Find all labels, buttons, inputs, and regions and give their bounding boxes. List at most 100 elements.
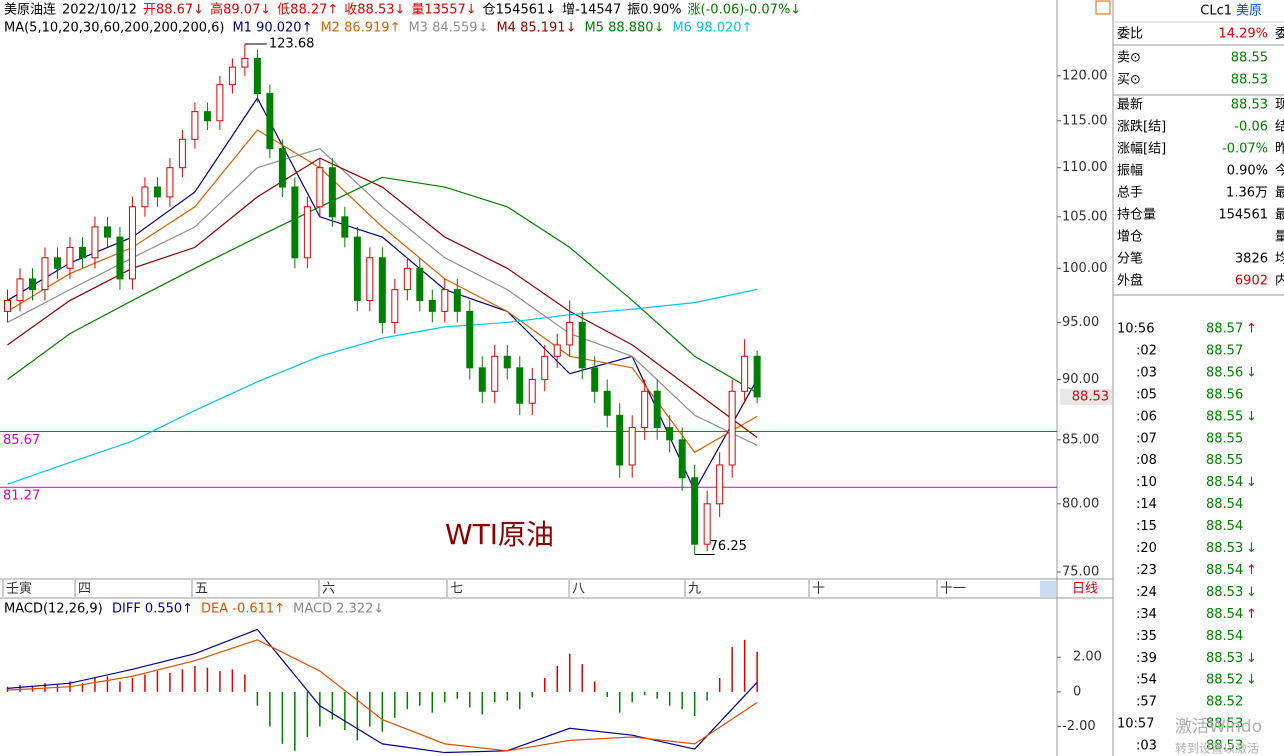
candle-body [66, 246, 74, 269]
candle-body [141, 186, 149, 208]
quote-label: 涨幅[结] [1117, 142, 1166, 157]
period-label[interactable]: 日线 [1072, 582, 1098, 597]
candle-body [528, 378, 536, 404]
header-item: 振0.90% [627, 3, 681, 18]
x-tick-label: 六 [322, 582, 335, 597]
candle-body [691, 477, 699, 545]
scroll-button[interactable] [1040, 581, 1056, 597]
tick-time: :03 [1136, 365, 1157, 380]
candle-body [116, 236, 124, 280]
tick-price: 88.55 [1206, 431, 1243, 446]
quote-value: -0.07% [1222, 142, 1268, 157]
candle-body [303, 206, 311, 259]
candle-body [753, 355, 761, 398]
candle-body [516, 367, 524, 404]
x-tick-label: 九 [688, 582, 701, 597]
tick-price: 88.53 [1206, 739, 1243, 754]
tick-time: :10 [1136, 475, 1157, 490]
tick-arrow: ↓ [1246, 409, 1257, 424]
tick-time: :02 [1136, 343, 1157, 358]
tick-arrow: ↓ [1246, 541, 1257, 556]
low-label: 76.25 [710, 539, 747, 554]
candle-body [328, 167, 336, 218]
tick-time: :35 [1136, 629, 1157, 644]
header-item: 涨(-0.06)-0.07%↓ [688, 3, 802, 18]
quote-label: 涨跌[结] [1117, 119, 1166, 135]
candle-body [478, 367, 486, 392]
tick-arrow: ↑ [1246, 563, 1257, 578]
macd-title: MACD(12,26,9) [4, 602, 103, 617]
y-tick-label: 80.00 [1062, 496, 1099, 511]
macd-line [7, 628, 758, 754]
ma-title: MA(5,10,20,30,60,200,200,200,6) [4, 21, 224, 36]
chart-annotation: WTI原油 [445, 518, 554, 551]
candle-body [153, 186, 161, 198]
menu-icon[interactable] [1095, 0, 1111, 15]
tick-arrow: ↑ [1246, 322, 1257, 337]
y-tick-label: 95.00 [1062, 315, 1099, 330]
header-item: 量13557↓ [411, 3, 476, 18]
high-label: 123.68 [269, 36, 315, 51]
candle-body [353, 236, 361, 301]
reference-label: 81.27 [3, 489, 40, 504]
watermark: 转到设置以激活 [1175, 741, 1259, 756]
y-tick-label: 85.00 [1062, 432, 1099, 447]
tick-price: 88.56 [1206, 387, 1243, 402]
tick-price: 88.54 [1206, 475, 1243, 490]
x-tick-label: 十 [812, 582, 825, 597]
candle-body [128, 206, 136, 280]
quote-value: 6902 [1235, 274, 1268, 289]
y-tick-label: 115.00 [1062, 113, 1108, 128]
candle-body [466, 310, 474, 369]
tick-time: :08 [1136, 453, 1157, 468]
tick-arrow: ↓ [1246, 365, 1257, 380]
x-tick-label: 七 [450, 582, 463, 597]
quote-label: 委比 [1117, 27, 1143, 42]
candle-body [453, 289, 461, 312]
candle-body [28, 278, 36, 291]
header-item: 仓154561↓ [483, 3, 557, 18]
tick-price: 88.54 [1206, 629, 1243, 644]
macd-line [7, 639, 758, 752]
tick-price: 88.53 [1206, 585, 1243, 600]
y-tick-label: 75.00 [1062, 564, 1099, 579]
tick-price: 88.53 [1206, 717, 1243, 732]
quote-cut: 内 [1275, 273, 1284, 289]
candle-body [553, 344, 561, 357]
tick-time: :39 [1136, 651, 1157, 666]
y-tick-label: 105.00 [1062, 209, 1108, 224]
header-item: 低88.27↑ [277, 3, 338, 18]
tick-time: :34 [1136, 607, 1157, 622]
legend-item: M5 88.880↓ [584, 21, 664, 36]
candle-body [428, 299, 436, 312]
tick-price: 88.55 [1206, 409, 1243, 424]
y-tick-label: 100.00 [1062, 261, 1108, 276]
x-tick-label: 五 [195, 582, 208, 597]
tick-price: 88.54 [1206, 607, 1243, 622]
tick-time: :24 [1136, 585, 1157, 600]
quote-cut: 委 [1275, 27, 1284, 42]
quote-cut: 量 [1275, 230, 1284, 245]
legend-item: M6 98.020↑ [672, 21, 752, 36]
quote-cut: 今 [1275, 163, 1284, 179]
candle-body [403, 267, 411, 291]
candle-body [16, 278, 24, 301]
reference-label: 85.67 [3, 433, 40, 448]
quote-label: 持仓量 [1117, 208, 1156, 223]
candle-body [591, 367, 599, 392]
tick-time: :23 [1136, 563, 1157, 578]
candle-body [366, 257, 374, 301]
quote-value: 88.53 [1231, 98, 1268, 113]
candle-body [166, 167, 174, 198]
tick-time: 10:57 [1117, 717, 1154, 732]
quote-label: 总手 [1117, 186, 1143, 201]
candle-body [416, 267, 424, 301]
tick-arrow: ↓ [1246, 651, 1257, 666]
candle-body [278, 148, 286, 188]
x-tick-label: 四 [78, 582, 91, 597]
tick-arrow: ↑ [1246, 607, 1257, 622]
candle-body [728, 390, 736, 466]
quote-label: 外盘 [1117, 273, 1143, 289]
x-tick-label: 八 [572, 582, 585, 597]
